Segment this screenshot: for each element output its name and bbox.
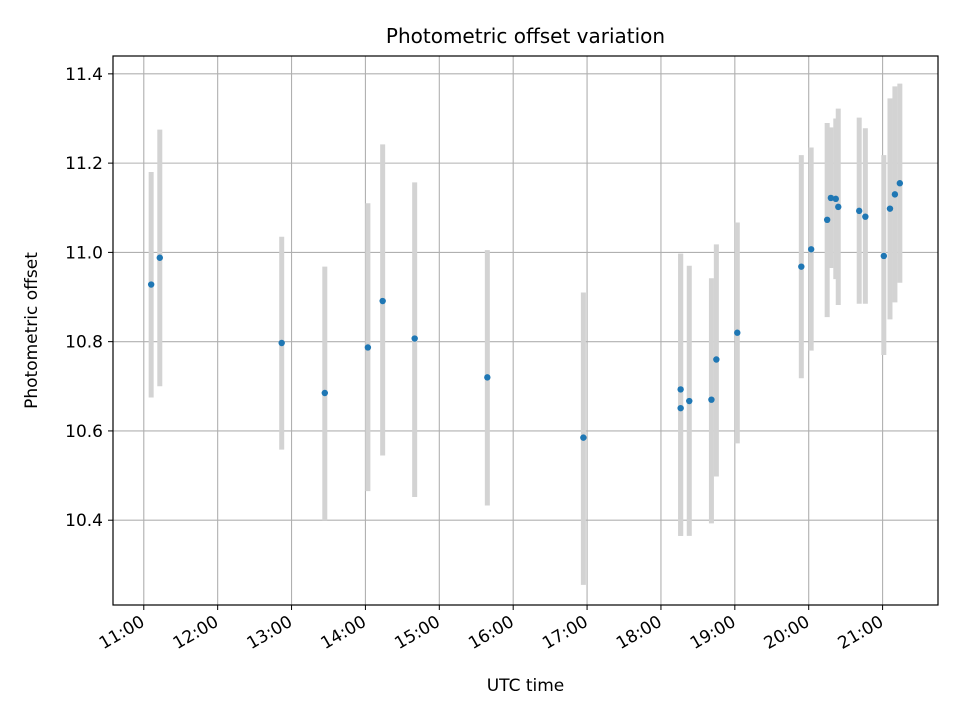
x-tick-label: 16:00 — [465, 612, 517, 654]
data-point — [835, 203, 842, 211]
x-tick-label: 11:00 — [96, 612, 148, 654]
x-tick-label: 12:00 — [170, 612, 222, 654]
x-tick-label: 14:00 — [317, 612, 369, 654]
data-point — [677, 386, 684, 393]
y-tick-label: 10.6 — [65, 422, 103, 442]
data-point — [891, 191, 899, 198]
data-point — [886, 205, 894, 212]
data-point — [708, 396, 715, 403]
y-tick-label: 11.0 — [65, 243, 103, 263]
x-axis-label: UTC time — [487, 676, 565, 696]
data-point — [807, 246, 815, 253]
y-tick-label: 11.4 — [65, 65, 103, 85]
data-point — [896, 180, 904, 187]
data-point — [379, 297, 386, 305]
data-point — [677, 404, 684, 412]
data-point — [734, 329, 741, 336]
x-tick-label: 17:00 — [539, 612, 591, 654]
x-tick-label: 18:00 — [613, 612, 665, 654]
y-tick-label: 10.4 — [65, 511, 103, 531]
chart-title: Photometric offset variation — [386, 24, 665, 48]
error-bars — [148, 83, 903, 585]
x-axis-ticks: 11:00 12:00 13:00 14:00 15:00 16:00 17:00 18:00… — [96, 605, 887, 654]
data-point — [713, 356, 720, 363]
data-point — [364, 344, 372, 351]
data-point — [147, 281, 155, 288]
y-axis-label: Photometric offset — [22, 252, 42, 409]
x-tick-label: 13:00 — [244, 612, 296, 654]
data-point — [798, 263, 805, 270]
plot-frame — [112, 55, 939, 606]
grid-lines — [113, 56, 938, 605]
data-point — [823, 216, 831, 224]
x-tick-label: 19:00 — [687, 612, 739, 654]
data-point — [156, 254, 163, 261]
data-point — [686, 397, 693, 405]
data-point — [880, 252, 888, 260]
data-point — [321, 389, 328, 397]
data-point — [827, 194, 835, 202]
x-tick-label: 20:00 — [761, 612, 813, 654]
data-point — [862, 213, 869, 220]
y-tick-label: 10.8 — [65, 333, 103, 353]
data-point — [484, 374, 491, 381]
y-axis-ticks: 10.4 10.6 10.8 11.0 11.2 11.4 — [65, 65, 113, 531]
data-point — [411, 335, 418, 342]
data-points — [147, 180, 904, 441]
y-tick-label: 11.2 — [65, 154, 103, 174]
data-point — [855, 207, 863, 215]
data-point — [832, 195, 839, 203]
x-tick-label: 21:00 — [835, 612, 887, 654]
data-point — [278, 339, 285, 347]
data-point — [580, 434, 587, 441]
x-tick-label: 15:00 — [391, 612, 443, 654]
